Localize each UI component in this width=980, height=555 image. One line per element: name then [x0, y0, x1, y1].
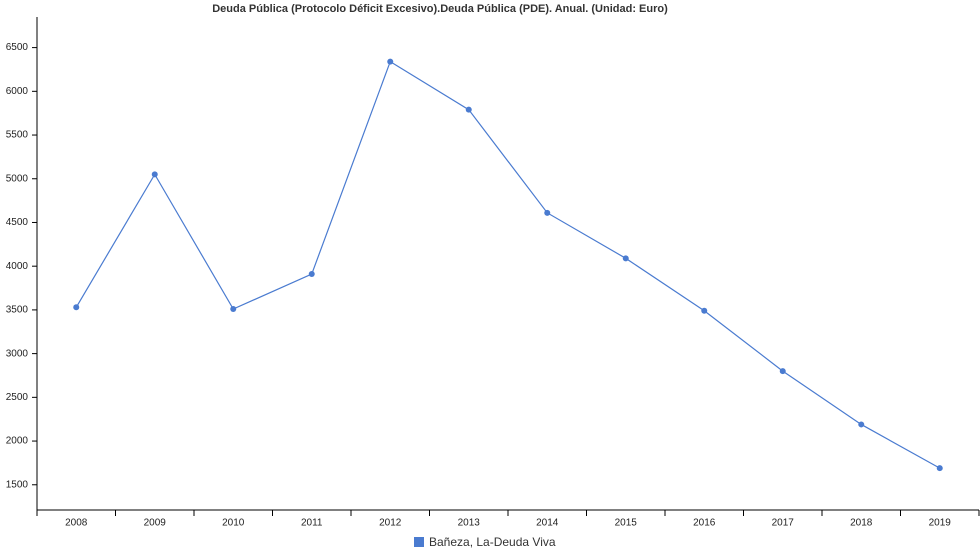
y-tick-label: 4000: [6, 261, 29, 272]
x-tick-label: 2014: [536, 518, 559, 529]
y-tick-label: 4500: [6, 217, 29, 228]
chart-title: Deuda Pública (Protocolo Déficit Excesiv…: [212, 3, 668, 15]
point: [230, 306, 237, 313]
y-tick-label: 5000: [6, 173, 29, 184]
x-tick-label: 2013: [458, 518, 481, 529]
y-tick-label: 6000: [6, 86, 29, 97]
y-tick-label: 3500: [6, 305, 29, 316]
point: [544, 209, 551, 216]
x-tick-label: 2011: [301, 518, 323, 529]
y-tick-label: 5500: [6, 130, 29, 141]
x-tick-label: 2016: [693, 518, 716, 529]
legend-label: Bañeza, La-Deuda Viva: [429, 535, 556, 549]
point: [936, 465, 943, 472]
point: [308, 271, 315, 278]
point: [465, 106, 472, 113]
x-tick-label: 2019: [929, 518, 952, 529]
x-tick-label: 2008: [65, 518, 88, 529]
line: [75, 60, 941, 469]
x-tick-label: 2010: [222, 518, 245, 529]
x-tick-label: 2018: [850, 518, 873, 529]
point: [387, 58, 394, 65]
y-tick-label: 1500: [6, 479, 29, 490]
point: [858, 421, 865, 428]
x-tick-label: 2015: [615, 518, 638, 529]
point: [151, 171, 158, 178]
y-tick-label: 2500: [6, 392, 29, 403]
point: [779, 368, 786, 375]
legend-swatch: [414, 537, 424, 547]
point: [622, 255, 629, 262]
x-tick-label: 2017: [772, 518, 795, 529]
x-tick-label: 2009: [144, 518, 167, 529]
y-tick-label: 6500: [6, 42, 29, 53]
point: [701, 307, 708, 314]
point: [73, 304, 80, 311]
x-tick-label: 2012: [379, 518, 402, 529]
y-tick-label: 3000: [6, 348, 29, 359]
y-tick-label: 2000: [6, 436, 29, 447]
